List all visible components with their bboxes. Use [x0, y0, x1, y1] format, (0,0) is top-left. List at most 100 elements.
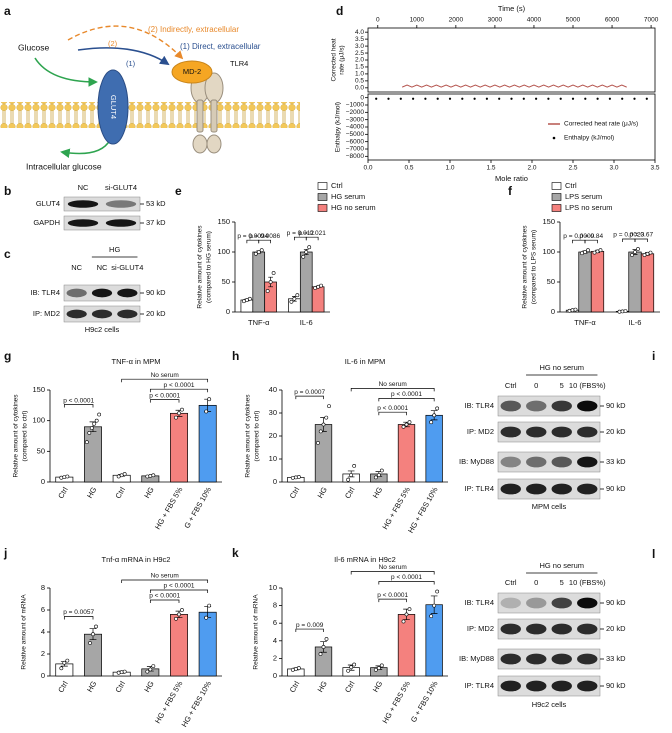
y2-tick-label: −2000 — [346, 109, 365, 116]
significance-bracket-label: p = 0.0057 — [63, 609, 94, 616]
data-point — [617, 309, 622, 314]
lane-label: Ctrl — [505, 578, 517, 587]
significance-bracket-label: p = 0.0094 — [237, 233, 268, 240]
data-point — [94, 418, 99, 423]
x-tick-label: Ctrl — [56, 485, 70, 500]
data-point — [324, 637, 329, 641]
row-label: GAPDH — [33, 218, 60, 227]
data-point — [145, 474, 150, 479]
row-label: IP: MD2 — [467, 624, 494, 633]
significance-bracket — [258, 239, 271, 244]
blot-band — [551, 400, 572, 412]
panel-letter: c — [4, 247, 11, 261]
data-point — [148, 667, 153, 672]
significance-bracket-label: p < 0.0001 — [391, 574, 422, 581]
y-tick-label: 0 — [273, 477, 277, 486]
x-tick-label: HG + FBS 5% — [381, 485, 413, 531]
blot-band — [500, 597, 521, 609]
blot-band — [66, 309, 87, 319]
blot-band — [577, 680, 598, 692]
intracellular-arrow — [60, 139, 111, 158]
enthalpy-point — [498, 97, 501, 100]
data-point — [304, 250, 309, 254]
data-point — [122, 472, 127, 476]
data-point — [89, 426, 94, 430]
panel-letter: e — [175, 184, 182, 198]
x2-tick-label: 7000 — [644, 17, 659, 24]
data-point — [97, 412, 102, 417]
data-point — [116, 670, 121, 675]
enthalpy-point — [424, 97, 427, 100]
blot-band — [526, 680, 547, 692]
y-axis-title: Relative amount of cytokines — [197, 225, 204, 309]
row-label: IB: TLR4 — [465, 401, 494, 410]
data-point — [623, 309, 628, 314]
data-point — [352, 662, 357, 667]
data-point — [379, 468, 384, 473]
data-point — [62, 475, 67, 479]
blot-band — [91, 309, 113, 319]
data-point — [180, 608, 184, 612]
significance-bracket — [149, 589, 209, 593]
data-point — [62, 660, 67, 665]
data-point — [407, 420, 412, 425]
y-tick-label: 0 — [41, 477, 45, 486]
legend-label: Ctrl — [331, 181, 343, 190]
panel-letter: g — [4, 349, 11, 363]
panel-letter: l — [652, 547, 655, 561]
bar — [397, 614, 416, 677]
x-tick-label: 3.5 — [650, 165, 659, 172]
data-point — [633, 250, 637, 254]
panel-letter: a — [4, 4, 11, 18]
y-axis-title: Relative amount of cytokines — [245, 394, 252, 478]
x2-tick-label: 3000 — [488, 17, 503, 24]
x-tick-label: HG — [371, 679, 385, 693]
significance-bracket — [584, 239, 598, 244]
data-point — [268, 280, 273, 284]
chart-title: TNF-α in MPM — [112, 357, 161, 366]
data-point — [620, 309, 625, 314]
chart-title: Tnf-α mRNA in H9c2 — [102, 555, 171, 564]
data-point — [122, 669, 127, 674]
group-bracket-label: No serum — [379, 564, 407, 571]
kd-label: 90 kD — [606, 484, 626, 493]
x-tick-label: Ctrl — [113, 679, 127, 694]
group-bracket — [350, 388, 435, 392]
y-tick-label: 6 — [273, 618, 277, 627]
y-tick-label: 8 — [41, 583, 45, 592]
significance-bracket-label: p = 0.0007 — [294, 389, 325, 396]
data-point — [319, 283, 323, 288]
data-point — [379, 663, 384, 668]
direct-arrow — [77, 47, 170, 66]
data-point — [65, 474, 70, 479]
y-tick-label: 50 — [222, 277, 230, 286]
x-tick-label: G + FBS 10% — [182, 485, 213, 530]
enthalpy-point — [448, 97, 452, 100]
md2-label: MD-2 — [183, 67, 201, 76]
bar — [170, 412, 188, 483]
data-point — [207, 603, 212, 608]
data-point — [352, 463, 357, 468]
y-tick-label: 0.5 — [355, 78, 364, 85]
x2-tick-label: 5000 — [566, 17, 581, 24]
blot-band — [91, 288, 113, 298]
data-point — [207, 397, 212, 402]
data-point — [295, 293, 300, 298]
x-tick-label: HG — [142, 679, 156, 693]
data-point — [301, 254, 306, 259]
x2-tick-label: 1000 — [410, 17, 425, 24]
x2-tick-label: 2000 — [449, 17, 464, 24]
enthalpy-point — [522, 97, 525, 100]
legend-swatch — [317, 193, 328, 201]
bar — [84, 426, 102, 483]
panel-letter: j — [3, 546, 7, 560]
x-tick-label: HG — [85, 485, 99, 499]
data-point — [321, 645, 326, 649]
blot-band — [526, 426, 547, 438]
row-label: IP: MD2 — [467, 427, 494, 436]
data-point — [256, 250, 261, 254]
blot-band — [551, 597, 572, 609]
chart-title: IL-6 in MPM — [345, 357, 385, 366]
row-label: IP: MD2 — [33, 309, 60, 318]
lane-label: NC — [71, 263, 82, 272]
